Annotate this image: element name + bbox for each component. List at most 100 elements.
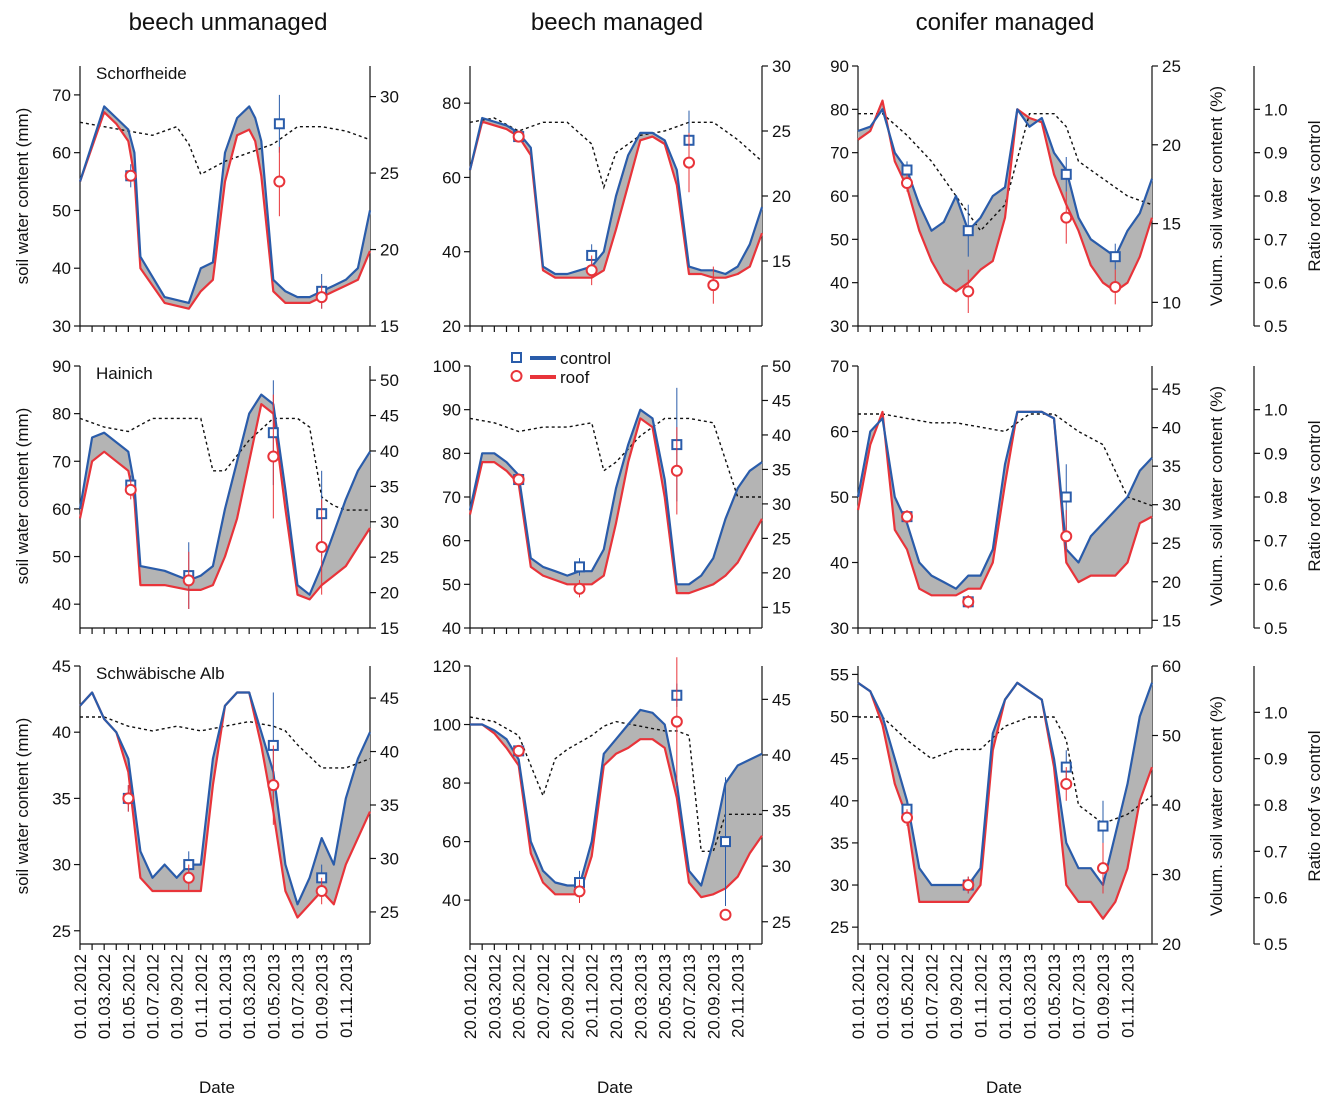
ytick-label-left: 35 bbox=[52, 789, 71, 808]
ytick-label-left: 90 bbox=[442, 401, 461, 420]
roof-obs-marker bbox=[267, 450, 280, 463]
panel-8: 25 30 35 40 45 50 55 20 30 40 50 60 01.01.2012 01.03.… bbox=[830, 657, 1288, 1039]
ratio-line bbox=[469, 417, 762, 498]
roof-line bbox=[468, 120, 764, 279]
ytick-label-left: 40 bbox=[830, 554, 849, 573]
roof-obs-marker bbox=[267, 779, 280, 792]
ylabel-ratio-row2: Ratio roof vs control bbox=[1305, 420, 1324, 571]
xtick-label: 20.01.2012 bbox=[461, 954, 480, 1039]
roof-obs-marker bbox=[901, 177, 913, 189]
ytick-label-right: 15 bbox=[1162, 611, 1181, 630]
xtick-label: 01.11.2012 bbox=[192, 954, 211, 1038]
xtick-label: 01.03.2012 bbox=[95, 954, 114, 1039]
xtick-label: 01.09.2012 bbox=[947, 954, 966, 1039]
control-obs-marker bbox=[1109, 251, 1121, 263]
ytick-label-right: 25 bbox=[380, 548, 399, 567]
ratio-tick-label: 0.5 bbox=[1264, 317, 1288, 336]
ratio-tick-label: 1.0 bbox=[1264, 703, 1288, 722]
roof-obs-marker bbox=[962, 285, 975, 298]
ytick-label-left: 80 bbox=[442, 444, 461, 463]
roof-obs-marker bbox=[273, 175, 286, 188]
ytick-label-left: 60 bbox=[830, 187, 849, 206]
roof-obs-marker bbox=[182, 871, 195, 884]
ratio-line bbox=[858, 413, 1153, 507]
xtick-label: 01.01.2012 bbox=[849, 954, 868, 1039]
ytick-label-right: 40 bbox=[772, 426, 791, 445]
ytick-label-right: 40 bbox=[772, 746, 791, 765]
xtick-label: 20.09.2013 bbox=[704, 954, 723, 1039]
ytick-label-left: 70 bbox=[830, 144, 849, 163]
ytick-label-right: 45 bbox=[772, 690, 791, 709]
roof-obs-marker bbox=[122, 792, 135, 805]
xtick-label: 01.05.2013 bbox=[264, 954, 283, 1039]
xtick-label: 20.05.2012 bbox=[510, 954, 529, 1039]
panel-3: 40 50 60 70 80 90 15 20 25 30 35 40 45 50 Hainich bbox=[52, 357, 399, 638]
xtick-label: 20.01.2013 bbox=[607, 954, 626, 1039]
panel-6: 25 30 35 40 45 25 30 35 40 45 Schwäbische Alb 01.01… bbox=[52, 657, 399, 1039]
panel-2: 30 40 50 60 70 80 90 10 15 20 25 0.5 0.6 0.7 0.8 0.9 1.0 bbox=[830, 57, 1288, 336]
legend-roof-marker bbox=[510, 370, 523, 382]
roof-obs-marker bbox=[901, 811, 913, 824]
roof-obs-marker bbox=[719, 908, 732, 921]
roof-obs-marker bbox=[512, 130, 525, 143]
control-obs-marker bbox=[1060, 168, 1072, 180]
control-obs-marker bbox=[962, 225, 974, 237]
roof-line bbox=[78, 403, 371, 601]
ytick-label-left: 30 bbox=[830, 317, 849, 336]
ratio-tick-label: 0.5 bbox=[1264, 935, 1288, 954]
ytick-label-right: 25 bbox=[1162, 57, 1181, 76]
ytick-label-right: 50 bbox=[772, 357, 791, 376]
ytick-label-left: 120 bbox=[433, 657, 461, 676]
panel-4: 40 50 60 70 80 90 100 15 20 25 30 35 40 45 50 bbox=[433, 357, 791, 638]
control-obs-marker bbox=[273, 118, 285, 130]
ytick-label-right: 35 bbox=[772, 802, 791, 821]
panel-5: 30 40 50 60 70 15 20 25 30 35 40 45 0.5 0.6 0.7 0.8 0.9 1… bbox=[830, 357, 1288, 638]
ytick-label-right: 15 bbox=[380, 619, 399, 638]
xlabel-col2: Date bbox=[597, 1078, 633, 1097]
ytick-label-right: 45 bbox=[1162, 380, 1181, 399]
ratio-tick-label: 0.6 bbox=[1264, 274, 1288, 293]
ytick-label-left: 45 bbox=[830, 750, 849, 769]
xtick-label: 20.03.2012 bbox=[485, 954, 504, 1039]
ytick-label-left: 35 bbox=[830, 834, 849, 853]
ytick-label-left: 50 bbox=[830, 230, 849, 249]
column-title-beech-unmanaged: beech unmanaged bbox=[129, 9, 328, 36]
ytick-label-right: 25 bbox=[772, 122, 791, 141]
xtick-label: 01.01.2013 bbox=[216, 954, 235, 1039]
roof-obs-marker bbox=[1060, 777, 1073, 790]
ratio-tick-label: 0.7 bbox=[1264, 230, 1288, 249]
ytick-label-left: 50 bbox=[52, 548, 71, 567]
control-obs-marker bbox=[901, 164, 913, 176]
ytick-label-right: 15 bbox=[772, 252, 791, 271]
xtick-label: 01.05.2013 bbox=[1045, 954, 1064, 1039]
xtick-label: 20.03.2013 bbox=[631, 954, 650, 1039]
ratio-tick-label: 0.8 bbox=[1264, 488, 1288, 507]
legend-control-label: control bbox=[560, 349, 611, 368]
xtick-label: 01.11.2012 bbox=[972, 954, 991, 1038]
ytick-label-right: 20 bbox=[772, 187, 791, 206]
ytick-label-left: 60 bbox=[442, 833, 461, 852]
ytick-label-left: 40 bbox=[52, 259, 71, 278]
ytick-label-left: 30 bbox=[830, 876, 849, 895]
ytick-label-left: 40 bbox=[830, 274, 849, 293]
ytick-label-left: 30 bbox=[830, 619, 849, 638]
xlabel-col1: Date bbox=[199, 1078, 235, 1097]
xtick-label: 01.09.2013 bbox=[313, 954, 332, 1039]
roof-obs-marker bbox=[670, 464, 683, 477]
ytick-label-right: 40 bbox=[1162, 419, 1181, 438]
control-roof-difference-band bbox=[470, 709, 762, 898]
ytick-label-right: 15 bbox=[1162, 215, 1181, 234]
ytick-label-right: 25 bbox=[772, 913, 791, 932]
roof-obs-marker bbox=[315, 291, 328, 304]
roof-obs-marker bbox=[1060, 530, 1073, 543]
ratio-tick-label: 0.7 bbox=[1264, 842, 1288, 861]
ytick-label-left: 70 bbox=[52, 86, 71, 105]
ytick-label-right: 30 bbox=[1162, 866, 1181, 885]
xtick-label: 01.05.2012 bbox=[119, 954, 138, 1039]
legend-roof-label: roof bbox=[560, 368, 590, 387]
roof-obs-marker bbox=[1060, 211, 1073, 224]
ytick-label-right: 45 bbox=[380, 407, 399, 426]
control-obs-marker bbox=[720, 836, 731, 848]
ytick-label-right: 20 bbox=[380, 584, 399, 603]
control-line bbox=[79, 691, 372, 906]
